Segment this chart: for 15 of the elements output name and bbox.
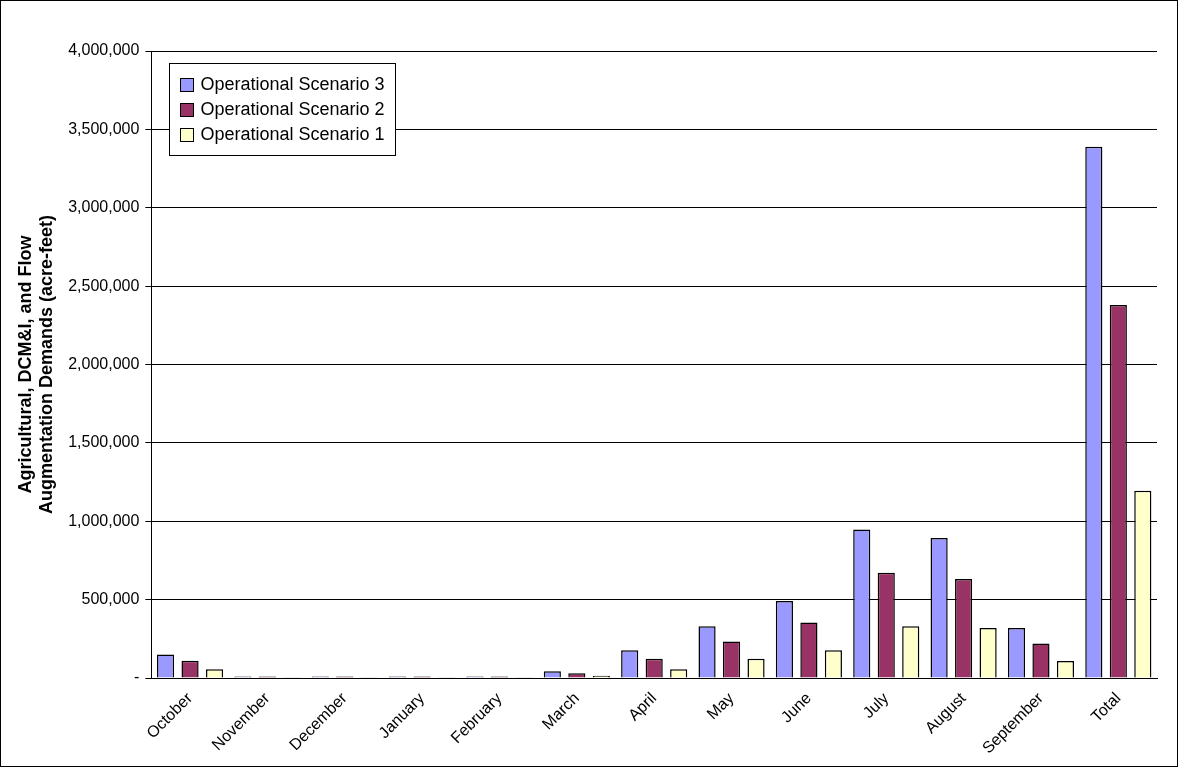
y-tick-label: 1,000,000 — [68, 511, 140, 529]
legend-label: Operational Scenario 3 — [200, 74, 385, 95]
x-tick-label: May — [703, 689, 737, 723]
legend-label: Operational Scenario 2 — [200, 99, 385, 120]
legend-label: Operational Scenario 1 — [200, 124, 385, 145]
y-tick-label: 3,500,000 — [68, 119, 140, 137]
y-axis-title: Agricultural, DCM&I, and Flow Augmentation Demands (acre-feet) — [14, 215, 57, 515]
x-tick-label: July — [859, 689, 892, 722]
y-tick-label: 1,500,000 — [68, 433, 140, 451]
y-tick-label: - — [134, 668, 140, 686]
y-tick-label: 2,000,000 — [68, 354, 140, 372]
y-tick-label: 500,000 — [81, 590, 140, 608]
y-tick-label: 2,500,000 — [68, 276, 140, 294]
y-tick-label: 4,000,000 — [68, 41, 140, 59]
y-tick-label: 3,000,000 — [68, 198, 140, 216]
